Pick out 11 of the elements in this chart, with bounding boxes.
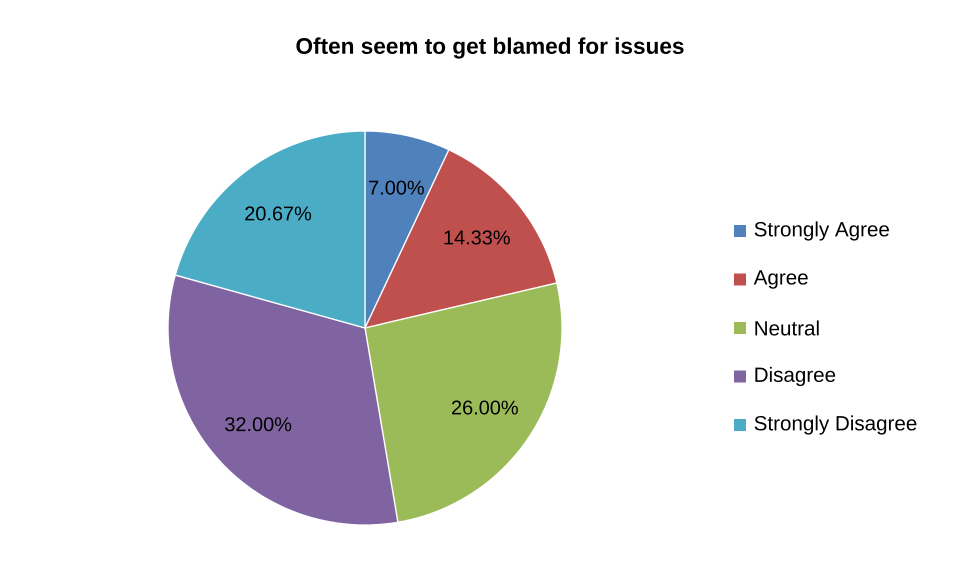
legend-label: Strongly Disagree xyxy=(754,415,916,435)
data-label: 26.00% xyxy=(452,400,518,415)
legend-label: Disagree xyxy=(755,366,836,386)
legend-label: Strongly Agree xyxy=(754,221,889,241)
data-label: 7.00% xyxy=(369,180,424,195)
legend-label: Agree xyxy=(754,270,808,289)
data-label: 32.00% xyxy=(225,417,292,432)
legend-label: Neutral xyxy=(755,320,819,336)
data-label: 20.67% xyxy=(245,206,312,221)
chart-title: Often seem to get blamed for issues xyxy=(296,37,684,59)
data-label: 14.33% xyxy=(444,230,510,245)
